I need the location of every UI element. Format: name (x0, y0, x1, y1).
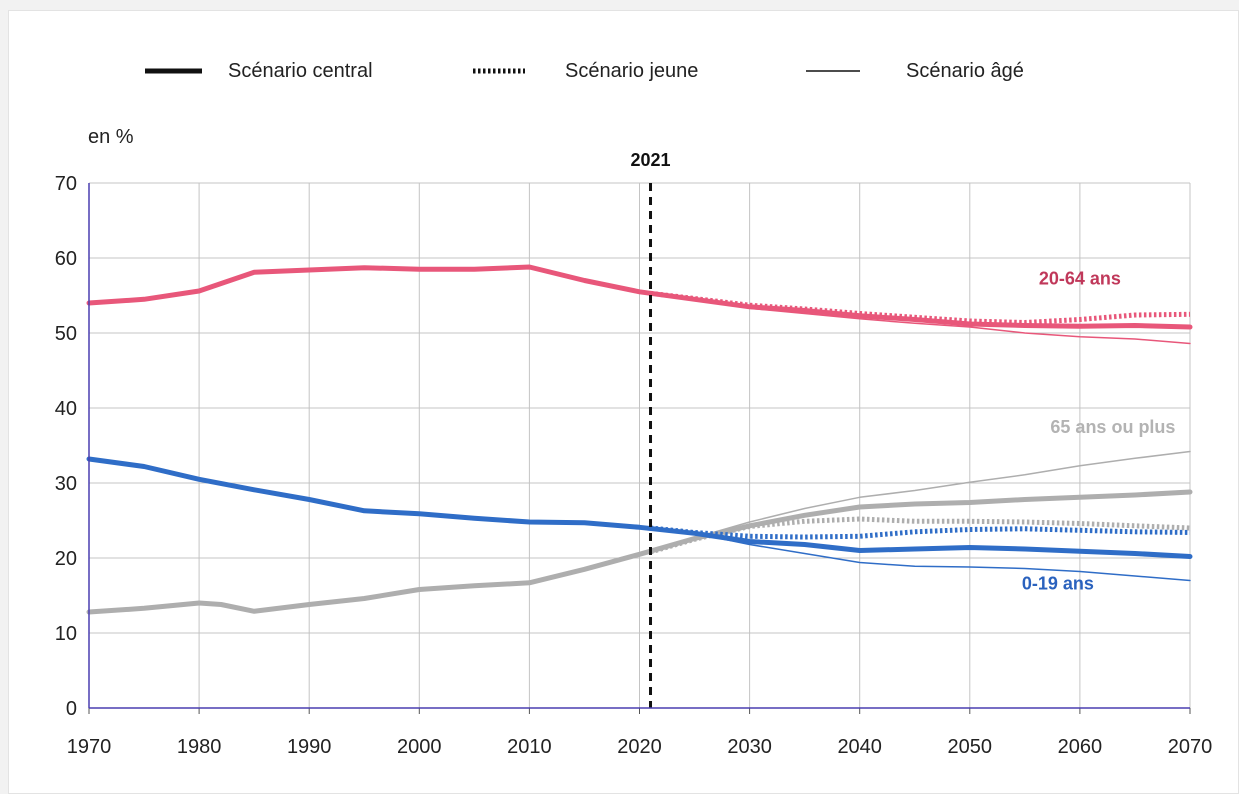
y-tick-label-50: 50 (55, 323, 77, 345)
series-line-1-central (86, 489, 1193, 615)
x-tick-label-2040: 2040 (837, 736, 882, 758)
y-tick-label-30: 30 (55, 473, 77, 495)
x-tick-label-1980: 1980 (177, 736, 222, 758)
series-line-0-central (86, 264, 1193, 330)
series-label-1: 65 ans ou plus (1050, 417, 1175, 437)
y-tick-label-0: 0 (66, 698, 77, 720)
reference-line-group: 2021 (630, 150, 671, 708)
series-line-1-age (649, 450, 1191, 553)
legend-age-label: Scénario âgé (906, 60, 1024, 82)
x-tick-label-2020: 2020 (617, 736, 662, 758)
series-labels: 20-64 ans 65 ans ou plus 0-19 ans (1022, 268, 1176, 593)
series-line-2-central (86, 456, 1193, 559)
y-unit-label: en % (88, 126, 134, 148)
axes (88, 183, 1190, 709)
series-line-2-jeune (650, 525, 1191, 540)
x-tick-label-2030: 2030 (727, 736, 772, 758)
y-tick-label-40: 40 (55, 398, 77, 420)
y-axis-ticks: 0 10 20 30 40 50 60 70 (55, 173, 77, 720)
x-tick-label-2060: 2060 (1058, 736, 1103, 758)
x-axis-ticks: 1970 1980 1990 2000 2010 2020 2030 2040 2050 2060… (67, 708, 1213, 758)
series-label-2: 0-19 ans (1022, 574, 1094, 594)
y-tick-label-10: 10 (55, 623, 77, 645)
chart-legend: Scénario central Scénario jeune Scénario… (145, 60, 1024, 82)
series-lines (86, 264, 1193, 615)
x-tick-label-2010: 2010 (507, 736, 552, 758)
x-tick-label-2000: 2000 (397, 736, 442, 758)
legend-jeune-label: Scénario jeune (565, 60, 698, 82)
x-tick-label-2050: 2050 (948, 736, 993, 758)
x-tick-label-1970: 1970 (67, 736, 112, 758)
grid-lines (89, 182, 1191, 708)
legend-central-label: Scénario central (228, 60, 373, 82)
y-tick-label-70: 70 (55, 173, 77, 195)
reference-line-label: 2021 (630, 150, 670, 170)
series-line-1-jeune (649, 516, 1191, 555)
y-tick-label-60: 60 (55, 248, 77, 270)
x-tick-label-1990: 1990 (287, 736, 332, 758)
series-label-0: 20-64 ans (1039, 268, 1121, 288)
chart-card (8, 10, 1239, 794)
y-tick-label-20: 20 (55, 548, 77, 570)
x-tick-label-2070: 2070 (1168, 736, 1213, 758)
